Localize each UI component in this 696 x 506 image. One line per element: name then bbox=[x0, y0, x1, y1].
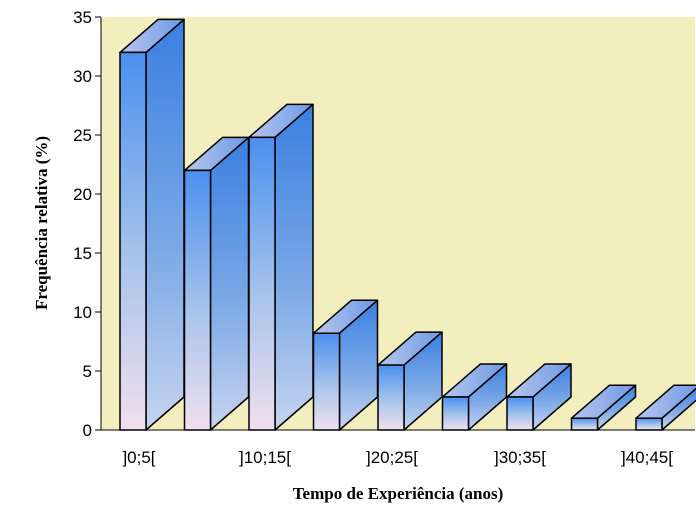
bar-front bbox=[248, 136, 276, 431]
bar bbox=[570, 384, 637, 431]
bar bbox=[119, 18, 185, 431]
bar bbox=[248, 103, 314, 431]
bar bbox=[441, 363, 508, 431]
bar-front bbox=[570, 417, 599, 431]
y-tick-label: 10 bbox=[73, 303, 92, 322]
bar bbox=[506, 363, 572, 431]
bar-side bbox=[209, 136, 250, 431]
x-tick-label: ]40;45[ bbox=[621, 448, 673, 467]
x-tick-label: ]10;15[ bbox=[239, 448, 291, 467]
bar bbox=[635, 384, 696, 431]
bar-front bbox=[183, 169, 212, 431]
x-tick-label: ]20;25[ bbox=[366, 448, 418, 467]
y-tick-label: 30 bbox=[73, 67, 92, 86]
x-axis-title: Tempo de Experiência (anos) bbox=[293, 484, 503, 503]
y-tick-label: 35 bbox=[73, 8, 92, 27]
y-tick-label: 5 bbox=[83, 362, 92, 381]
bar-side bbox=[274, 103, 314, 431]
bar-front bbox=[312, 332, 341, 431]
y-tick-label: 15 bbox=[73, 244, 92, 263]
x-tick-label: ]0;5[ bbox=[122, 448, 155, 467]
bar-side bbox=[145, 18, 185, 431]
bar-front bbox=[377, 364, 405, 431]
bar bbox=[377, 331, 443, 431]
bar-front bbox=[635, 417, 663, 431]
y-tick-label: 0 bbox=[83, 421, 92, 440]
bar-front bbox=[441, 396, 470, 431]
bar bbox=[183, 136, 250, 431]
bar-front bbox=[119, 51, 147, 431]
y-axis-title: Frequência relativa (%) bbox=[32, 136, 51, 310]
bar-front bbox=[506, 396, 534, 431]
x-tick-label: ]30;35[ bbox=[494, 448, 546, 467]
y-tick-label: 25 bbox=[73, 126, 92, 145]
y-tick-label: 20 bbox=[73, 185, 92, 204]
